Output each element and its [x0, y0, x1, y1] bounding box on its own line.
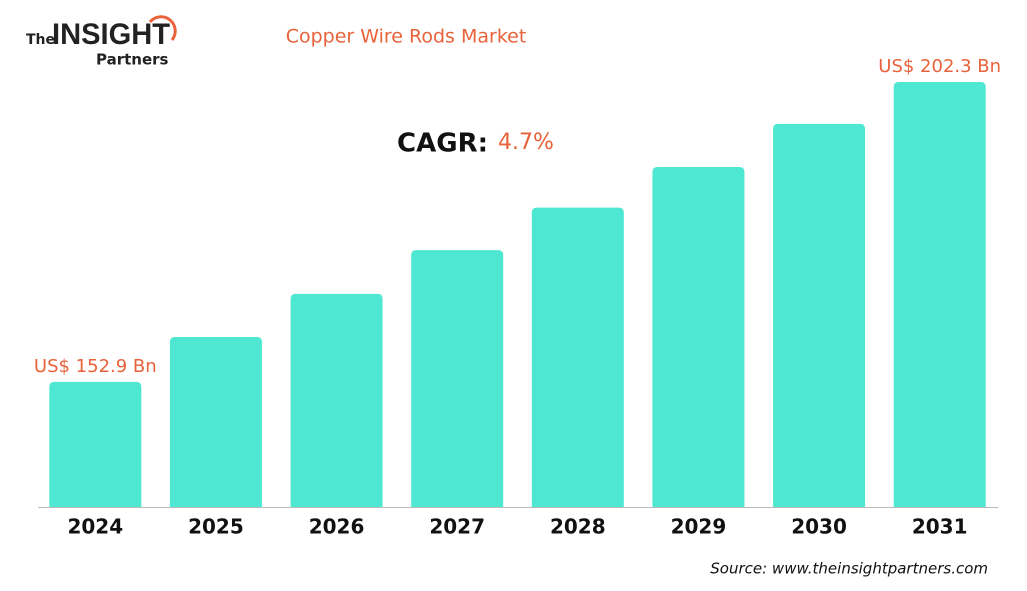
chart-title: Copper Wire Rods Market [286, 26, 527, 48]
logo-the: The [26, 32, 55, 48]
logo-insight: INSIGHT [52, 18, 170, 51]
bar [49, 381, 142, 507]
cagr-value: 4.7% [498, 130, 554, 155]
x-tick-label: 2025 [188, 515, 244, 539]
x-tick-label: 2029 [671, 515, 727, 539]
x-tick-label: 2026 [309, 515, 365, 539]
source: Source: www.theinsightpartners.com [710, 560, 988, 578]
bar [773, 123, 866, 508]
value-label: US$ 202.3 Bn [878, 56, 1001, 77]
x-tick-label: 2024 [67, 515, 123, 539]
bar [652, 167, 745, 507]
bar [290, 293, 383, 507]
bar [411, 250, 504, 507]
x-tick-label: 2030 [791, 515, 847, 539]
x-tick-label: 2027 [429, 515, 485, 539]
logo-partners: Partners [96, 51, 169, 69]
bar [169, 337, 262, 507]
x-tick-label: 2028 [550, 515, 606, 539]
cagr-label: CAGR: [397, 129, 488, 159]
value-label: US$ 152.9 Bn [34, 356, 157, 377]
logo-swoosh [148, 15, 177, 41]
x-tick-label: 2031 [912, 515, 968, 539]
bar [531, 207, 624, 507]
bar [893, 82, 986, 507]
